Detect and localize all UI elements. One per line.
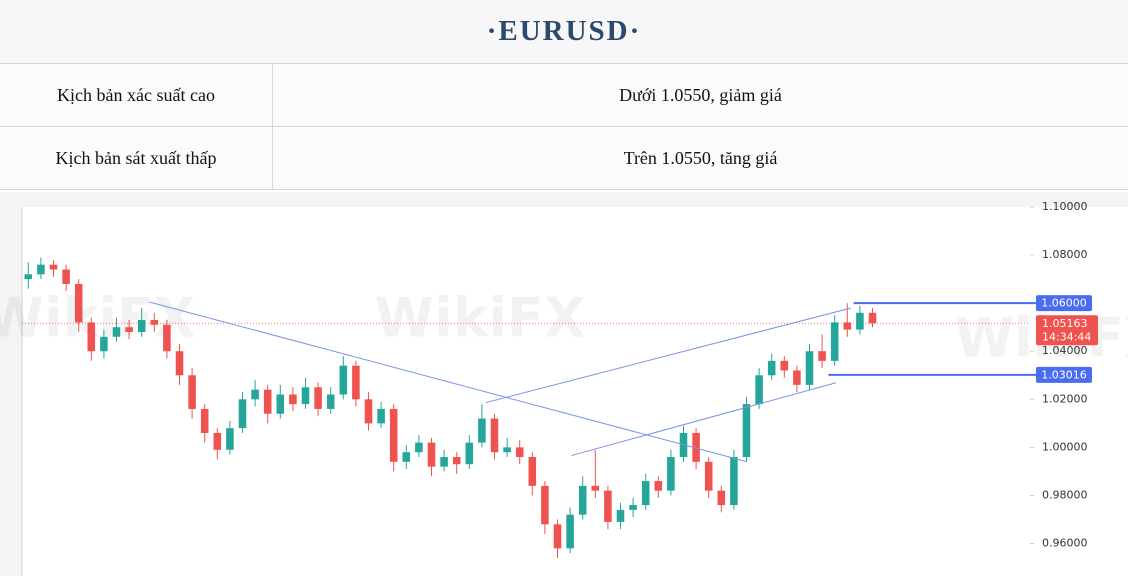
candle-body: [37, 264, 45, 275]
candle-body: [112, 327, 121, 337]
candle-body: [515, 447, 524, 458]
candle-body: [503, 447, 511, 453]
candle-body: [528, 457, 537, 486]
y-tick-label: 1.02000: [1042, 392, 1088, 405]
candle-body: [566, 514, 574, 549]
candle-body: [276, 394, 285, 414]
candle-body: [818, 351, 826, 361]
current-price-label: 1.05163: [1042, 317, 1088, 330]
current-price-box: [1036, 315, 1098, 346]
table-row: Kịch bản sát xuất thấp Trên 1.0550, tăng …: [0, 126, 1128, 190]
candle-body: [692, 432, 700, 462]
candle-body: [654, 481, 663, 491]
candle-body: [629, 505, 637, 510]
table-cell: Kịch bản sát xuất thấp: [0, 126, 273, 190]
candle-body: [150, 319, 159, 325]
candle-body: [704, 461, 713, 491]
candle-body: [213, 432, 222, 450]
level-label-box: [1036, 366, 1092, 383]
chart: WikiFXWikiFXWikiFX0.960000.980001.000001…: [0, 200, 1128, 576]
candle-body: [326, 394, 335, 409]
candle-body: [238, 399, 247, 429]
candle-body: [49, 264, 58, 270]
level-label: 1.06000: [1041, 297, 1087, 310]
title: ·EURUSD·: [486, 15, 642, 47]
candle-body: [301, 387, 310, 405]
candle-body: [805, 351, 814, 385]
candle-body: [163, 324, 171, 352]
candle-body: [868, 312, 877, 324]
candle-body: [440, 457, 448, 467]
candle-body: [793, 370, 801, 385]
candle-body: [452, 457, 461, 465]
candle-body: [755, 375, 763, 405]
candle-body: [780, 360, 789, 371]
candle-body: [742, 404, 751, 458]
candle-body: [389, 408, 398, 462]
watermark: WikiFX: [374, 287, 585, 350]
candle-body: [856, 312, 864, 330]
candle-body: [478, 418, 486, 443]
table-cell: Dưới 1.0550, giảm giá: [272, 64, 1128, 127]
chart-container: WikiFXWikiFXWikiFX0.960000.980001.000001…: [0, 192, 1128, 576]
trend-line: [571, 382, 837, 457]
candle-body: [188, 375, 196, 409]
candle-body: [62, 269, 70, 284]
candle-body: [541, 485, 549, 525]
candle-body: [339, 365, 348, 395]
candle-body: [402, 452, 411, 462]
y-tick-label: 1.04000: [1042, 344, 1088, 357]
candle-body: [352, 365, 360, 400]
table-row: Kịch bản xác suất cao Dưới 1.0550, giảm g…: [0, 64, 1128, 127]
table-cell: Trên 1.0550, tăng giá: [272, 126, 1128, 190]
trend-line: [485, 307, 852, 404]
candle-body: [263, 389, 272, 414]
candle-body: [843, 322, 852, 330]
candle-body: [289, 394, 297, 405]
plot-background: [22, 207, 1128, 576]
y-tick-label: 1.10000: [1042, 200, 1088, 213]
level-label-box: [1036, 295, 1092, 312]
candle-body: [604, 490, 612, 522]
candle-body: [717, 490, 726, 506]
candle-body: [578, 485, 587, 515]
candle-body: [226, 428, 234, 450]
candle-body: [490, 418, 499, 453]
candle-body: [364, 399, 373, 424]
candle-body: [125, 327, 133, 333]
candle-body: [641, 481, 650, 506]
watermark: WikiFX: [0, 287, 196, 350]
candle-body: [830, 322, 839, 361]
header: ·EURUSD·: [0, 0, 1128, 64]
candle-body: [591, 485, 600, 491]
candle-body: [667, 457, 675, 491]
y-tick-label: 1.08000: [1042, 248, 1088, 261]
candle-body: [553, 524, 562, 549]
candle-body: [24, 274, 33, 280]
level-label: 1.03016: [1041, 368, 1087, 381]
y-tick-label: 1.00000: [1042, 440, 1088, 453]
candle-body: [616, 509, 625, 522]
candle-body: [251, 389, 259, 400]
countdown-label: 14:34:44: [1042, 330, 1091, 343]
candle-body: [415, 442, 423, 453]
y-tick-label: 0.98000: [1042, 488, 1088, 501]
candle-body: [427, 442, 436, 467]
candle-body: [730, 457, 738, 506]
candle-body: [767, 360, 776, 376]
candle-body: [465, 442, 474, 465]
candle-body: [137, 319, 146, 333]
candle-body: [100, 336, 108, 352]
candle-body: [87, 322, 96, 352]
candle-body: [314, 387, 322, 409]
candle-body: [200, 408, 209, 433]
y-tick-label: 0.96000: [1042, 537, 1088, 550]
table-cell: Kịch bản xác suất cao: [0, 64, 273, 127]
scenario-table: Kịch bản xác suất cao Dưới 1.0550, giảm g…: [0, 64, 1128, 190]
candle-body: [377, 408, 385, 424]
candle-body: [74, 283, 83, 323]
candle-body: [175, 351, 184, 376]
